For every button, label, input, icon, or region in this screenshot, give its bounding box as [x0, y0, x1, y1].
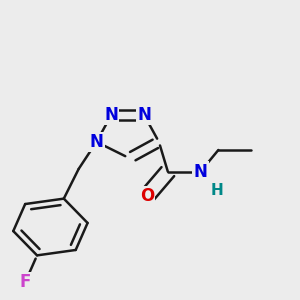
- Text: F: F: [20, 273, 31, 291]
- Text: H: H: [211, 183, 223, 198]
- Text: O: O: [140, 187, 154, 205]
- Text: N: N: [90, 133, 104, 151]
- Text: N: N: [194, 163, 208, 181]
- Text: N: N: [137, 106, 151, 124]
- Text: N: N: [104, 106, 118, 124]
